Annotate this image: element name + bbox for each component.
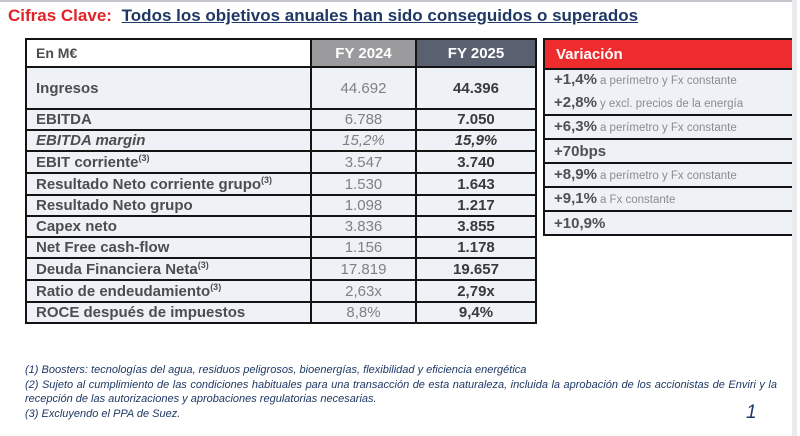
row-label: Capex neto [25,215,312,238]
variacion-note: y excl. precios de la energía [599,98,744,110]
table-row: Net Free cash-flow 1.156 1.178 [25,236,537,259]
title-main: Todos los objetivos anuales han sido con… [121,6,639,25]
title-prefix: Cifras Clave: [8,6,112,25]
variacion-cell: +70bps [543,140,792,164]
variacion-cell: +8,9% a perímetro y Fx constante [543,164,792,188]
variacion-value: +8,9% [554,165,597,183]
variacion-cell: +6,3% a perímetro y Fx constante [543,116,792,140]
variacion-line: +1,4% a perímetro y Fx constante [554,69,792,92]
variacion-column: Variación +1,4% a perímetro y Fx constant… [543,38,792,236]
row-label: Ratio de endeudamiento(3) [25,279,312,303]
fy2025-value: 2,79x [415,279,537,303]
fy2025-value: 3.855 [415,215,537,238]
variacion-line: +6,3% a perímetro y Fx constante [554,116,792,139]
variacion-line: +10,9% [554,213,792,234]
variacion-value: +70bps [554,142,607,160]
footnote-1: (1) Boosters: tecnologías del agua, resi… [25,364,527,376]
fy2024-value: 15,2% [310,129,417,152]
row-label: Resultado Neto grupo [25,194,312,217]
row-label: Resultado Neto corriente grupo(3) [25,172,312,196]
table-row: EBITDA 6.788 7.050 [25,108,537,131]
row-label: ROCE después de impuestos [25,301,312,324]
variacion-cell: +10,9% [543,212,792,236]
row-label: Net Free cash-flow [25,236,312,259]
fy2024-value: 1.530 [310,172,417,196]
fy2024-value: 3.836 [310,215,417,238]
variacion-note: a perímetro y Fx constante [599,121,737,134]
variacion-line: +8,9% a perímetro y Fx constante [554,164,792,187]
fy2025-value: 1.643 [415,172,537,196]
variacion-value: +10,9% [554,214,606,232]
table-row: Capex neto 3.836 3.855 [25,215,537,238]
table-row: Ingresos 44.692 44.396 [25,66,537,110]
variacion-value: +1,4% [554,71,597,88]
variacion-line: +2,8% y excl. precios de la energía [554,92,792,115]
variacion-value: +9,1% [554,189,597,207]
row-label: EBITDA [25,108,312,131]
right-edge-divider [792,0,797,436]
variacion-rows: +1,4% a perímetro y Fx constante +2,8% y ex… [543,70,792,236]
variacion-note: a perímetro y Fx constante [599,75,737,87]
figures-table: En M€ FY 2024 FY 2025 Ingresos 44.692 44.3… [25,38,537,324]
table-body: Ingresos 44.692 44.396 EBITDA 6.788 7.050 EBIT… [25,66,537,324]
table-row: EBITDA margin 15,2% 15,9% [25,129,537,152]
footnote-3: (3) Excluyendo el PPA de Suez. [25,407,181,420]
fy2025-value: 1.217 [415,194,537,217]
row-label: EBITDA margin [25,129,312,152]
fy2025-value: 44.396 [415,66,537,110]
table-header-row: En M€ FY 2024 FY 2025 [25,38,537,68]
key-figures-table: En M€ FY 2024 FY 2025 Ingresos 44.692 44.3… [25,38,537,324]
fy2024-value: 17.819 [310,257,417,281]
fy2025-value: 7.050 [415,108,537,131]
footnote-ref: (3) [210,282,222,292]
col-header-variacion: Variación [543,40,792,70]
fy2024-value: 8,8% [310,301,417,324]
row-label: Deuda Financiera Neta(3) [25,257,312,281]
footnote-ref: (3) [138,153,150,163]
top-edge-divider [0,0,794,2]
variacion-value: +2,8% [554,94,597,111]
row-label: EBIT corriente(3) [25,150,312,174]
variacion-note: a Fx constante [599,193,676,206]
variacion-value: +6,3% [554,117,597,135]
fy2024-value: 1.098 [310,194,417,217]
page-title: Cifras Clave: Todos los objetivos anuale… [8,6,638,26]
row-label: Ingresos [25,66,312,110]
variacion-line: +70bps [554,141,792,162]
fy2025-value: 1.178 [415,236,537,259]
fy2024-value: 3.547 [310,150,417,174]
variacion-note: a perímetro y Fx constante [599,169,737,182]
page-number: 1 [746,402,757,423]
footnotes: (1) Boosters: tecnologías del agua, resi… [25,363,777,421]
fy2024-value: 2,63x [310,279,417,303]
footnote-2: (2) Sujeto al cumplimiento de las condic… [25,378,777,406]
table-row: EBIT corriente(3) 3.547 3.740 [25,150,537,174]
footnote-ref: (3) [261,175,273,185]
variacion-cell: +9,1% a Fx constante [543,188,792,212]
footnote-ref: (3) [197,260,209,270]
table-row: ROCE después de impuestos 8,8% 9,4% [25,301,537,324]
col-header-unit: En M€ [25,38,312,68]
fy2025-value: 3.740 [415,150,537,174]
variacion-line: +9,1% a Fx constante [554,188,792,211]
fy2025-value: 9,4% [415,301,537,324]
fy2024-value: 1.156 [310,236,417,259]
table-row: Ratio de endeudamiento(3) 2,63x 2,79x [25,279,537,303]
fy2025-value: 19.657 [415,257,537,281]
fy2025-value: 15,9% [415,129,537,152]
variacion-cell: +1,4% a perímetro y Fx constante +2,8% y ex… [543,70,792,116]
table-row: Deuda Financiera Neta(3) 17.819 19.657 [25,257,537,281]
col-header-fy2025: FY 2025 [415,38,537,68]
table-row: Resultado Neto corriente grupo(3) 1.530 1.… [25,172,537,196]
fy2024-value: 44.692 [310,66,417,110]
col-header-fy2024: FY 2024 [310,38,417,68]
table-row: Resultado Neto grupo 1.098 1.217 [25,194,537,217]
fy2024-value: 6.788 [310,108,417,131]
